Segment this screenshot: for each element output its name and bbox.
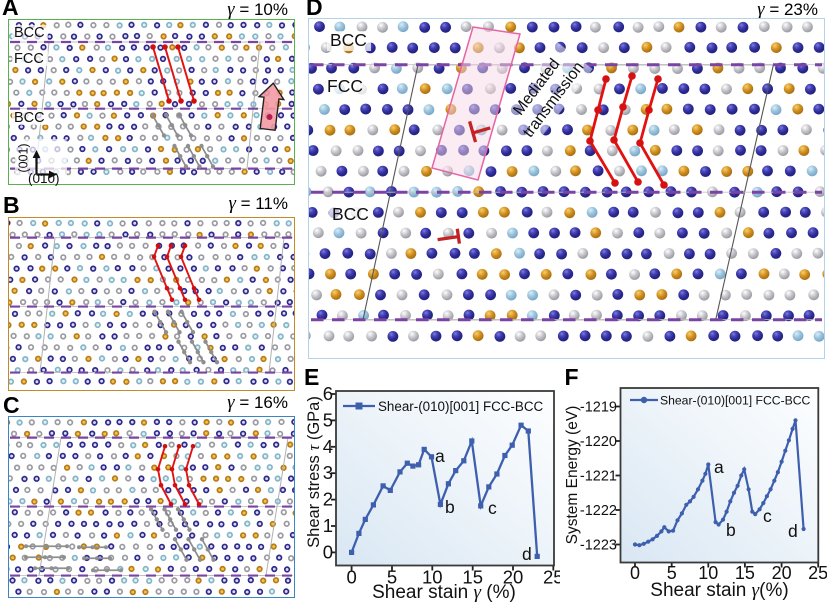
svg-text:BCC: BCC (14, 25, 45, 41)
svg-text:10: 10 (698, 563, 718, 583)
svg-text:2: 2 (323, 489, 333, 510)
svg-text:a: a (435, 446, 445, 466)
svg-text:BCC: BCC (330, 30, 367, 50)
svg-text:d: d (788, 521, 798, 541)
svg-text:d: d (522, 544, 532, 564)
svg-text:b: b (726, 520, 736, 540)
svg-text:c: c (763, 506, 772, 526)
svg-text:15: 15 (462, 567, 483, 588)
svg-text:20: 20 (503, 567, 524, 588)
svg-text:5: 5 (323, 409, 333, 430)
svg-text:15: 15 (735, 563, 755, 583)
svg-text:Shear stress τ (GPa): Shear stress τ (GPa) (304, 396, 323, 548)
svg-text:25: 25 (808, 563, 827, 583)
svg-text:Shear-(010)[001] FCC-BCC: Shear-(010)[001] FCC-BCC (378, 399, 544, 414)
svg-text:0: 0 (323, 541, 333, 562)
svg-text:FCC: FCC (14, 51, 44, 67)
svg-text:3: 3 (323, 462, 333, 483)
svg-text:FCC: FCC (327, 76, 363, 96)
svg-text:Shear stain γ(%): Shear stain γ(%) (650, 580, 788, 601)
svg-text:System Energy (eV): System Energy (eV) (564, 406, 581, 545)
svg-text:1: 1 (323, 515, 333, 536)
svg-text:b: b (445, 497, 455, 517)
svg-text:Shear stain γ (%): Shear stain γ (%) (372, 582, 516, 603)
svg-text:0: 0 (346, 567, 356, 588)
svg-text:10: 10 (422, 567, 443, 588)
svg-text:-1220: -1220 (580, 434, 617, 450)
svg-text:c: c (488, 498, 497, 518)
svg-text:4: 4 (323, 436, 333, 457)
svg-text:6: 6 (323, 383, 333, 404)
svg-text:-1221: -1221 (580, 469, 617, 485)
svg-text:BCC: BCC (332, 204, 369, 224)
svg-text:20: 20 (772, 563, 792, 583)
svg-text:5: 5 (387, 567, 397, 588)
svg-text:a: a (714, 457, 724, 477)
svg-text:0: 0 (630, 563, 640, 583)
svg-text:25: 25 (543, 567, 560, 588)
svg-text:-1222: -1222 (580, 503, 617, 519)
svg-text:BCC: BCC (14, 110, 45, 126)
svg-text:-1223: -1223 (580, 538, 617, 554)
svg-text:Shear-(010)[001] FCC-BCC: Shear-(010)[001] FCC-BCC (660, 394, 811, 408)
svg-text:-1219: -1219 (580, 400, 617, 416)
svg-text:5: 5 (667, 563, 677, 583)
